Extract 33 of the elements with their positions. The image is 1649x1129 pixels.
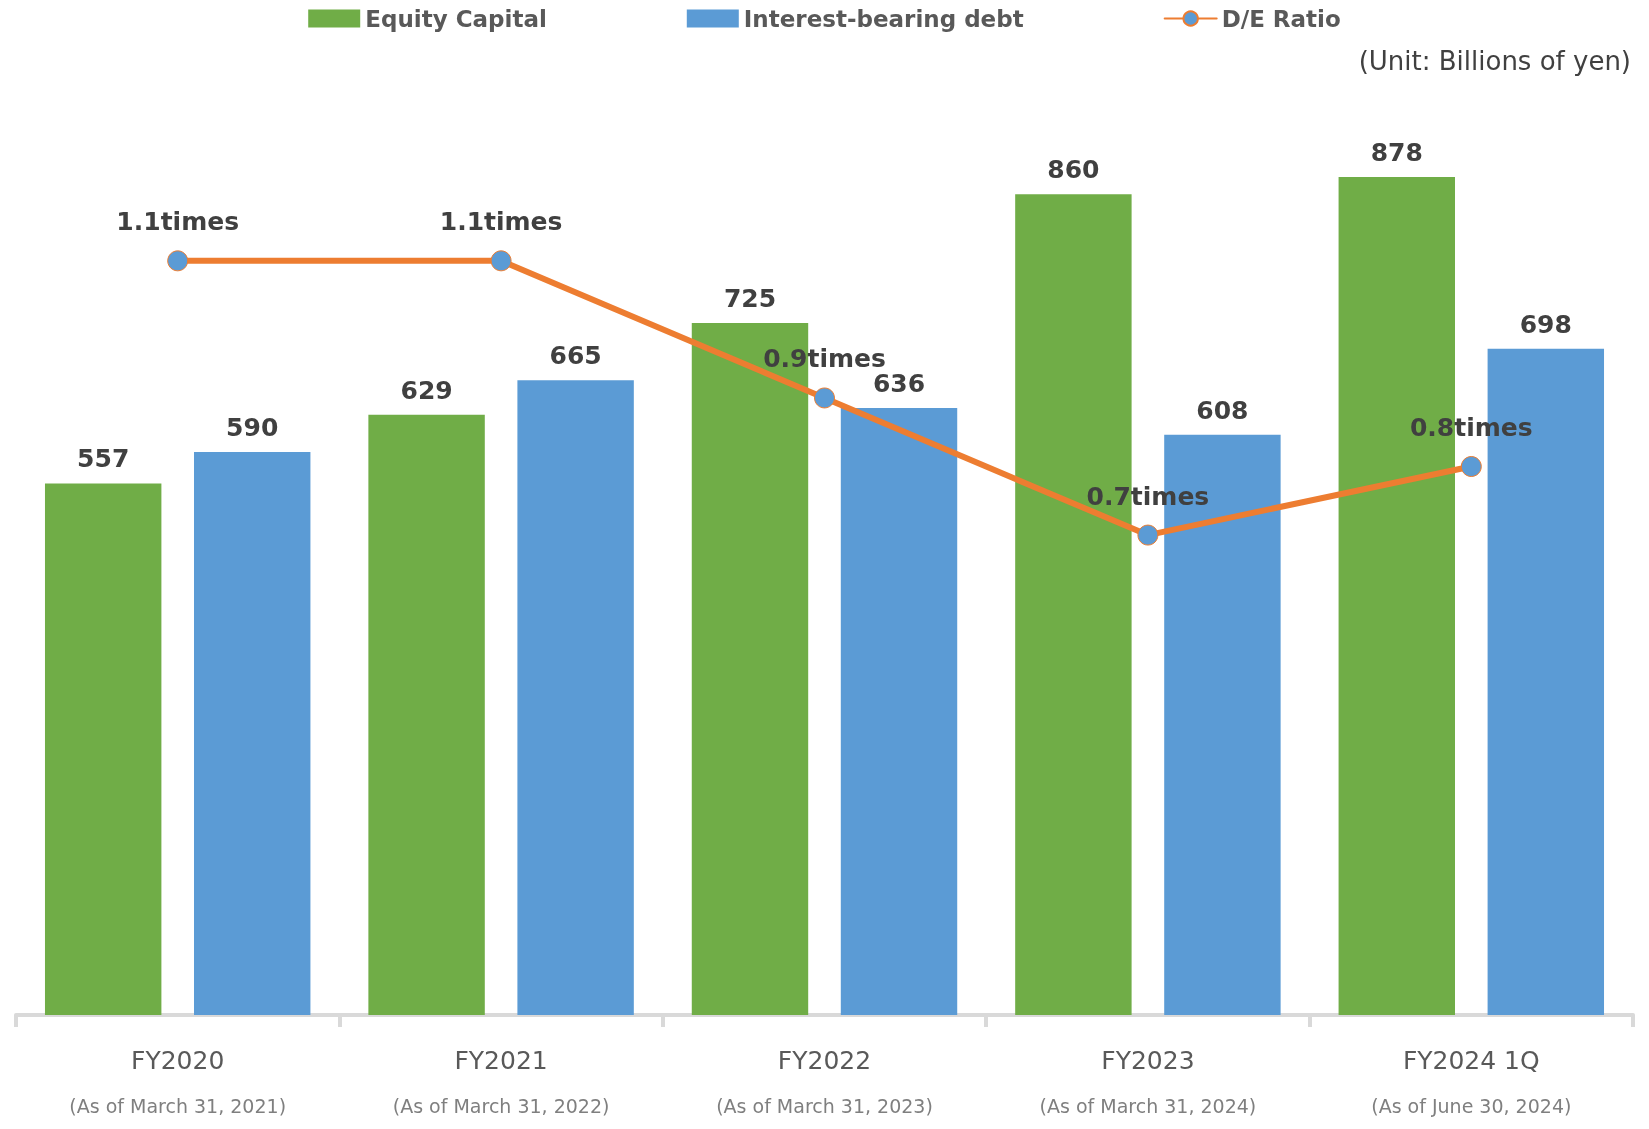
- data-label: 0.8times: [1409, 413, 1533, 443]
- bar: [840, 408, 958, 1015]
- data-label: 557: [77, 444, 130, 474]
- data-label: 0.7times: [1086, 481, 1210, 511]
- point: [1460, 456, 1482, 478]
- text: (Unit: Billions of yen): [1358, 46, 1632, 76]
- bar: [194, 451, 311, 1015]
- data-label: 636: [872, 369, 926, 398]
- point: [490, 250, 512, 272]
- data-label: 1.1times: [439, 207, 563, 237]
- bar: [44, 483, 162, 1015]
- point: [167, 250, 189, 272]
- x-tick-label: FY2024 1Q (As of June 30, 2024): [1371, 1045, 1572, 1117]
- data-label: 1.1times: [116, 207, 240, 237]
- x-tick-label: FY2022 (As of March 31, 2023): [716, 1045, 933, 1117]
- point: [814, 387, 835, 409]
- legend-label: Equity Capital: [365, 5, 547, 32]
- x-tick-label: FY2021 (As of March 31, 2022): [392, 1045, 610, 1117]
- x-tick-label: FY2020 (As of March 31, 2021): [69, 1045, 287, 1117]
- data-label: 725: [723, 284, 777, 314]
- point: [1137, 524, 1159, 546]
- data-label: 698: [1519, 309, 1572, 339]
- data-label: 590: [226, 412, 279, 442]
- x-tick-label: FY2023 (As of March 31, 2024): [1039, 1045, 1257, 1117]
- bar: [368, 414, 485, 1015]
- data-label: 665: [549, 341, 602, 371]
- data-label: 629: [400, 375, 453, 405]
- bar: [517, 380, 634, 1015]
- data-label: 608: [1196, 395, 1249, 425]
- data-label: 860: [1047, 155, 1100, 185]
- legend-label: Interest-bearing debt: [743, 5, 1024, 32]
- legend-label: D/E Ratio: [1221, 5, 1341, 32]
- data-label: 878: [1370, 138, 1423, 168]
